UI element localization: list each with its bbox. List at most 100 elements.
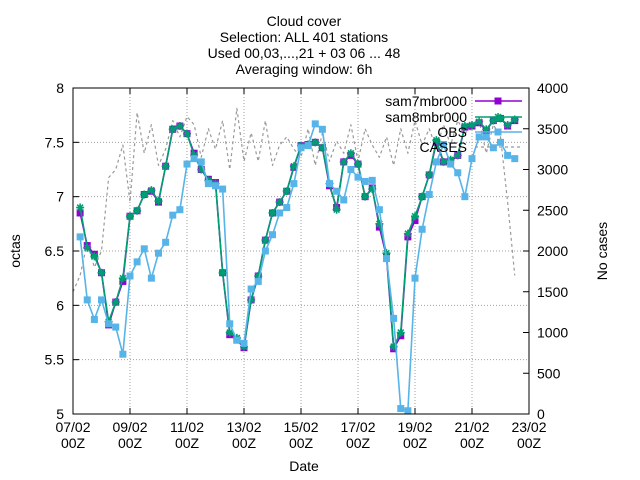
y2-tick-label: 500 bbox=[537, 365, 561, 381]
data-point-obs bbox=[269, 231, 276, 239]
data-point-obs bbox=[383, 255, 390, 263]
data-point-sam8mbr000 bbox=[375, 219, 384, 228]
y2-tick-label: 0 bbox=[537, 406, 545, 422]
data-point-obs bbox=[190, 155, 198, 163]
data-point-sam8mbr000 bbox=[311, 138, 320, 147]
data-point-obs bbox=[447, 160, 455, 168]
data-point-sam8mbr000 bbox=[396, 328, 405, 337]
x-tick-label-date: 21/02 bbox=[454, 419, 489, 435]
legend-label-sam8mbr000: sam8mbr000 bbox=[385, 109, 467, 125]
title-line-2: Selection: ALL 401 stations bbox=[220, 29, 388, 45]
data-point-obs bbox=[76, 233, 84, 241]
data-point-sam8mbr000 bbox=[439, 157, 448, 166]
data-point-sam8mbr000 bbox=[482, 125, 491, 134]
data-point-obs bbox=[425, 190, 433, 198]
y-tick-label: 6.5 bbox=[45, 243, 65, 259]
data-point-obs bbox=[204, 180, 212, 188]
data-point-obs bbox=[290, 180, 298, 188]
data-point-sam8mbr000 bbox=[118, 274, 127, 283]
data-point-obs bbox=[454, 169, 462, 177]
data-point-sam8mbr000 bbox=[503, 120, 512, 129]
data-point-sam8mbr000 bbox=[468, 120, 476, 129]
data-point-sam8mbr000 bbox=[140, 190, 149, 199]
data-point-obs bbox=[340, 196, 348, 204]
y2-axis-label: No cases bbox=[594, 222, 610, 280]
data-point-obs bbox=[112, 323, 120, 331]
legend-marker-obs bbox=[494, 128, 502, 136]
data-point-sam8mbr000 bbox=[339, 157, 348, 166]
series-obs bbox=[76, 120, 519, 415]
data-point-sam8mbr000 bbox=[83, 243, 92, 252]
data-point-sam8mbr000 bbox=[446, 155, 455, 164]
legend-label-sam7mbr000: sam7mbr000 bbox=[385, 93, 467, 109]
x-tick-label-date: 09/02 bbox=[112, 419, 147, 435]
y-tick-label: 7 bbox=[56, 189, 64, 205]
x-tick-label-date: 11/02 bbox=[170, 419, 204, 435]
data-point-obs bbox=[133, 258, 141, 266]
x-tick-label-hour: 00Z bbox=[517, 435, 542, 451]
x-tick-label-date: 17/02 bbox=[340, 419, 375, 435]
data-point-obs bbox=[247, 285, 255, 293]
data-point-sam8mbr000 bbox=[154, 197, 163, 206]
chart-title: Cloud cover Selection: ALL 401 stations … bbox=[208, 13, 401, 77]
data-point-obs bbox=[432, 158, 440, 166]
x-tick-label-date: 13/02 bbox=[226, 419, 261, 435]
data-point-sam8mbr000 bbox=[218, 268, 227, 277]
x-tick-label-hour: 00Z bbox=[403, 435, 428, 451]
data-point-sam8mbr000 bbox=[453, 151, 462, 160]
data-point-sam8mbr000 bbox=[76, 203, 85, 212]
data-point-sam8mbr000 bbox=[361, 192, 370, 201]
x-tick-label-date: 15/02 bbox=[283, 419, 318, 435]
x-tick-label-hour: 00Z bbox=[346, 435, 371, 451]
data-point-obs bbox=[461, 193, 469, 201]
data-point-obs bbox=[318, 125, 326, 133]
data-point-obs bbox=[368, 176, 376, 184]
data-point-obs bbox=[497, 138, 504, 146]
data-point-sam8mbr000 bbox=[489, 116, 498, 125]
y-tick-label: 5.5 bbox=[45, 352, 65, 368]
y2-tick-label: 1000 bbox=[537, 325, 568, 341]
x-tick-label-hour: 00Z bbox=[289, 435, 314, 451]
y-tick-label: 8 bbox=[56, 80, 64, 96]
data-point-obs bbox=[233, 336, 241, 344]
data-point-sam8mbr000 bbox=[475, 117, 484, 126]
data-point-obs bbox=[176, 206, 184, 214]
data-point-obs bbox=[126, 272, 134, 280]
data-point-obs bbox=[504, 151, 512, 159]
data-point-obs bbox=[90, 315, 98, 323]
data-point-sam8mbr000 bbox=[275, 198, 284, 207]
data-point-obs bbox=[326, 180, 333, 188]
series-line-cases bbox=[72, 107, 516, 292]
y2-tick-label: 3000 bbox=[537, 162, 568, 178]
data-point-sam8mbr000 bbox=[90, 252, 99, 261]
data-point-obs bbox=[98, 296, 105, 304]
data-point-obs bbox=[197, 158, 205, 166]
data-point-sam8mbr000 bbox=[425, 170, 434, 179]
axes: 07/0200Z09/0200Z11/0200Z13/0200Z15/0200Z… bbox=[45, 80, 569, 451]
data-point-obs bbox=[212, 182, 219, 190]
data-point-sam8mbr000 bbox=[389, 342, 398, 351]
x-tick-label-hour: 00Z bbox=[175, 435, 200, 451]
data-point-obs bbox=[147, 274, 155, 282]
y-tick-label: 6 bbox=[56, 297, 64, 313]
data-point-obs bbox=[475, 133, 483, 141]
data-point-obs bbox=[83, 296, 91, 304]
data-point-obs bbox=[105, 320, 113, 328]
legend-label-cases: CASES bbox=[420, 139, 467, 155]
data-point-sam8mbr000 bbox=[197, 165, 206, 174]
data-point-obs bbox=[347, 166, 355, 173]
data-point-sam8mbr000 bbox=[147, 186, 156, 195]
data-point-obs bbox=[183, 160, 191, 168]
data-point-sam8mbr000 bbox=[183, 129, 191, 138]
data-point-obs bbox=[240, 339, 248, 347]
data-point-sam8mbr000 bbox=[175, 122, 184, 131]
data-point-obs bbox=[119, 350, 127, 358]
x-tick-label-hour: 00Z bbox=[460, 435, 485, 451]
data-point-sam8mbr000 bbox=[97, 268, 106, 277]
data-point-obs bbox=[418, 225, 426, 233]
data-point-sam8mbr000 bbox=[268, 208, 277, 217]
data-point-obs bbox=[311, 120, 319, 128]
data-point-sam8mbr000 bbox=[133, 206, 142, 215]
legend-marker-sam8mbr000 bbox=[494, 113, 502, 121]
